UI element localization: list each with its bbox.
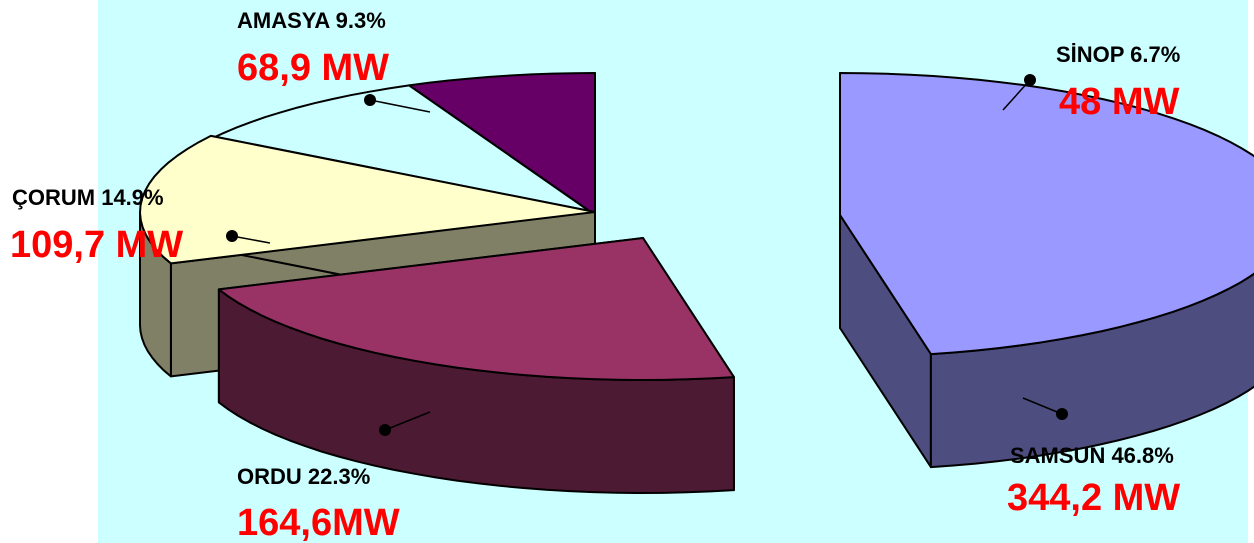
leader-line-ordu: [384, 411, 431, 431]
label-sinop-percent: SİNOP 6.7%: [1056, 42, 1180, 67]
slice-sinop-top: [408, 72, 596, 216]
slice-ordu-top: [217, 237, 735, 381]
slice-samsun: [839, 72, 1254, 469]
slice-orum-top: [139, 134, 596, 265]
label-samsun-percent: SAMSUN 46.8%: [1010, 443, 1174, 468]
leader-line-amasya: [369, 99, 431, 113]
slice-samsun-top: [839, 72, 1254, 356]
leader-dot-samsun: [1056, 408, 1068, 420]
leader-dot-amasya: [364, 94, 376, 106]
label-ordu-percent: ORDU 22.3%: [237, 464, 370, 489]
leader-line-corum: [231, 235, 271, 244]
label-corum-value: 109,7 MW: [10, 224, 183, 266]
label-sinop-value: 48 MW: [1059, 81, 1179, 123]
leader-lines: [226, 74, 1068, 436]
slice-ordu: [217, 237, 735, 494]
pie-slices: [139, 72, 1254, 494]
leader-line-samsun: [1022, 397, 1063, 415]
leader-dot-corum: [226, 230, 238, 242]
leader-line-sinop: [1002, 79, 1031, 111]
label-amasya-percent: AMASYA 9.3%: [237, 8, 386, 33]
label-ordu-value: 164,6MW: [237, 502, 400, 543]
slice-amasya-top: [209, 84, 596, 216]
label-corum-percent: ÇORUM 14.9%: [12, 185, 164, 210]
leader-dot-ordu: [379, 424, 391, 436]
label-amasya-value: 68,9 MW: [237, 47, 389, 89]
leader-dot-sinop: [1024, 74, 1036, 86]
label-samsun-value: 344,2 MW: [1007, 477, 1180, 519]
